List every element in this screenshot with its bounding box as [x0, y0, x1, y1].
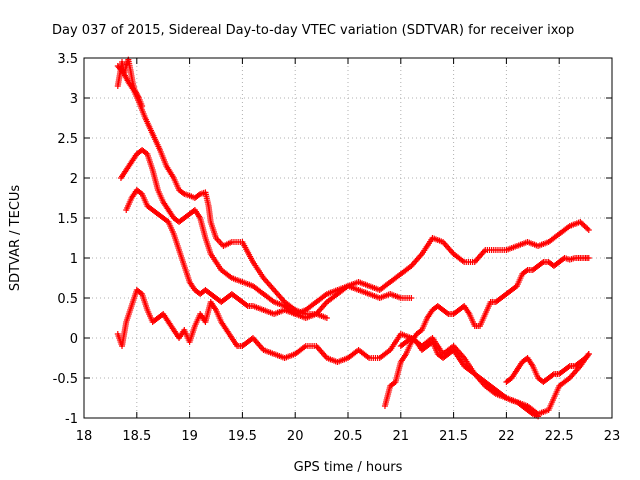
series-track-8: [114, 56, 146, 109]
x-tick-label: 19: [181, 429, 198, 444]
data-point: [139, 103, 146, 109]
x-tick-label: 18: [76, 429, 93, 444]
y-tick-label: 3.5: [57, 52, 78, 67]
x-tick-label: 20.5: [334, 429, 363, 444]
y-tick-label: 1.5: [57, 212, 78, 227]
data-points: [114, 56, 592, 420]
data-point: [523, 268, 530, 274]
x-tick-label: 22.5: [545, 429, 574, 444]
series-track-1: [114, 63, 330, 321]
x-tick-label: 18.5: [122, 429, 151, 444]
data-point: [195, 192, 202, 198]
data-point: [528, 410, 535, 416]
y-tick-label: -1: [65, 412, 78, 427]
data-point: [408, 295, 415, 301]
y-tick-label: 2: [70, 172, 78, 187]
series-track-3: [123, 187, 592, 317]
data-point: [180, 190, 186, 196]
data-point: [549, 372, 556, 378]
x-axis-label: GPS time / hours: [294, 460, 403, 475]
y-tick-label: 0: [70, 332, 78, 347]
y-tick-label: 2.5: [57, 132, 78, 147]
data-point: [585, 227, 592, 233]
series-track-4: [114, 287, 592, 417]
plot-frame: [83, 57, 613, 419]
data-point: [585, 255, 592, 261]
series-track-2: [117, 147, 415, 321]
data-point: [243, 302, 250, 308]
y-tick-label: -0.5: [53, 372, 78, 387]
data-point: [135, 93, 142, 100]
y-tick-label: 3: [70, 92, 78, 107]
x-tick-label: 21.5: [439, 429, 468, 444]
y-axis-label: SDTVAR / TECUs: [8, 185, 23, 292]
x-tick-label: 21: [393, 429, 410, 444]
data-point: [539, 260, 546, 266]
x-tick-label: 22: [498, 429, 515, 444]
y-tick-label: 1: [70, 252, 78, 267]
series-track-5: [381, 255, 592, 409]
chart-title: Day 037 of 2015, Sidereal Day-to-day VTE…: [52, 23, 574, 38]
series-track-6: [503, 351, 592, 385]
series-track-7: [397, 335, 542, 420]
x-tick-label: 23: [604, 429, 621, 444]
y-tick-label: 0.5: [57, 292, 78, 307]
data-point: [565, 364, 572, 370]
data-point: [585, 351, 592, 357]
data-point: [502, 394, 509, 400]
data-point: [584, 352, 591, 359]
x-tick-label: 19.5: [228, 429, 257, 444]
data-point: [323, 315, 330, 321]
axis-ticks: 18 18.5 19 19.5 20 20.5 21 21.5 22 22.5 233.532.52…: [53, 52, 621, 444]
data-point: [444, 310, 450, 316]
x-tick-label: 20: [287, 429, 304, 444]
